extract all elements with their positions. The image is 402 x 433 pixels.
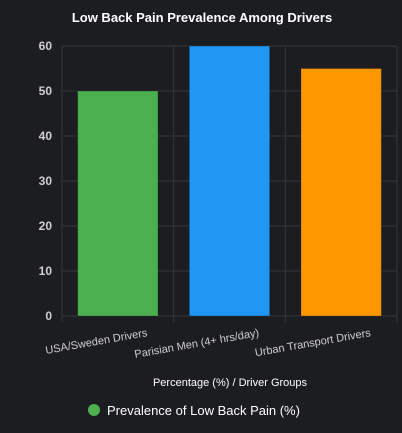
y-tick-label: 60 bbox=[39, 39, 53, 53]
x-tick-label: Urban Transport Drivers bbox=[254, 327, 372, 359]
bars bbox=[77, 45, 382, 317]
bar[interactable] bbox=[188, 45, 271, 317]
y-tick-label: 30 bbox=[39, 174, 53, 188]
legend-swatch bbox=[88, 404, 100, 416]
y-tick-label: 10 bbox=[39, 264, 53, 278]
bar[interactable] bbox=[77, 90, 159, 317]
legend[interactable]: Prevalence of Low Back Pain (%) bbox=[88, 403, 300, 418]
bar[interactable] bbox=[300, 68, 382, 317]
legend-label: Prevalence of Low Back Pain (%) bbox=[107, 403, 300, 418]
y-tick-label: 40 bbox=[39, 129, 53, 143]
y-tick-label: 20 bbox=[39, 219, 53, 233]
x-tick-label: Parisian Men (4+ hrs/day) bbox=[134, 327, 260, 361]
chart-title: Low Back Pain Prevalence Among Drivers bbox=[72, 10, 332, 25]
y-axis-ticks: 0 10 20 30 40 50 60 bbox=[39, 39, 53, 323]
x-axis-label: Percentage (%) / Driver Groups bbox=[153, 377, 308, 389]
y-tick-label: 0 bbox=[45, 309, 52, 323]
y-tick-label: 50 bbox=[39, 84, 53, 98]
x-tick-label: USA/Sweden Drivers bbox=[45, 327, 149, 357]
